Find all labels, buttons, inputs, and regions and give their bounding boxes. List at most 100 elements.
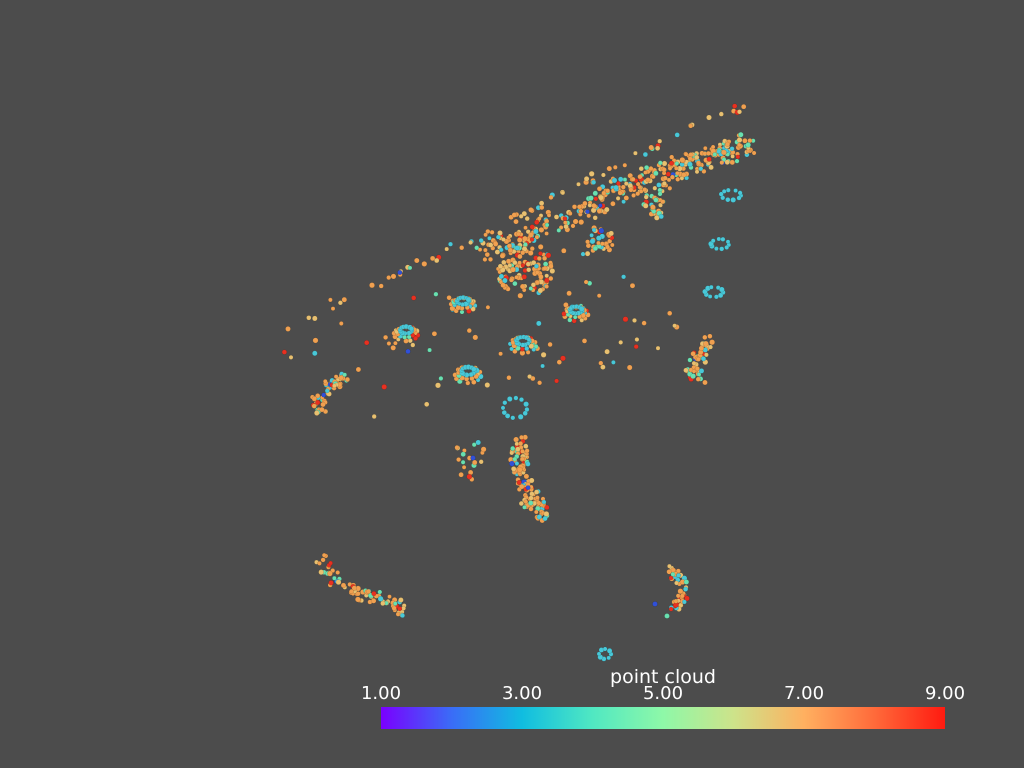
cloud-point [658, 202, 663, 208]
cloud-point [459, 245, 465, 251]
cloud-point [717, 292, 724, 299]
cloud-point [317, 561, 322, 566]
cloud-point [650, 204, 656, 211]
cloud-point [596, 651, 602, 657]
cloud-point [713, 294, 719, 300]
cloud-point [504, 413, 511, 419]
cloud-point [604, 206, 610, 213]
cloud-point [460, 451, 466, 457]
cloud-point [536, 500, 542, 506]
cloud-point [638, 189, 644, 194]
cloud-point [528, 286, 534, 291]
cloud-point [509, 346, 514, 352]
cloud-point [454, 445, 460, 450]
cloud-point [578, 208, 584, 214]
cloud-point [444, 246, 449, 252]
cloud-point [312, 350, 318, 357]
cloud-point [747, 138, 753, 144]
cloud-point [571, 204, 578, 210]
cloud-point [631, 193, 636, 198]
cloud-point [708, 344, 713, 350]
cloud-point [311, 396, 318, 402]
cloud-point [540, 363, 545, 369]
cloud-point [610, 242, 615, 248]
cloud-point [321, 392, 327, 398]
scalar-bar-tick-label: 1.00 [360, 683, 402, 704]
cloud-point [683, 367, 689, 373]
cloud-point [514, 275, 519, 280]
cloud-point [531, 347, 537, 352]
cloud-point [703, 340, 709, 347]
cloud-point [383, 334, 389, 340]
cloud-point [522, 410, 528, 416]
cloud-point [507, 396, 513, 402]
cloud-point [656, 182, 662, 188]
cloud-point [592, 215, 598, 221]
cloud-point [588, 195, 594, 201]
cloud-point [285, 326, 291, 332]
cloud-point [657, 138, 663, 144]
cloud-point [666, 569, 672, 575]
cloud-point [378, 283, 384, 289]
cloud-point [623, 195, 630, 201]
cloud-point [497, 230, 503, 236]
cloud-point [730, 197, 737, 203]
cloud-point [355, 591, 361, 597]
cloud-point [735, 154, 741, 160]
cloud-point [592, 190, 599, 197]
cloud-point [483, 247, 488, 253]
cloud-point [485, 305, 491, 310]
cloud-point [499, 267, 506, 273]
cloud-point [585, 209, 590, 214]
cloud-point [520, 250, 526, 256]
cloud-point [531, 260, 537, 266]
cloud-point [514, 461, 520, 466]
cloud-point [667, 310, 673, 316]
cloud-point [698, 345, 705, 352]
cloud-point [612, 164, 618, 170]
scalar-bar-tick-label: 7.00 [783, 683, 825, 704]
cloud-point [553, 214, 560, 220]
cloud-point [652, 601, 658, 607]
cloud-point [683, 586, 689, 592]
cloud-point [328, 297, 333, 303]
cloud-point [657, 160, 663, 166]
cloud-point [579, 317, 585, 323]
cloud-point [397, 606, 403, 612]
cloud-point [544, 284, 549, 289]
cloud-point [736, 195, 742, 201]
cloud-point [506, 243, 513, 249]
cloud-point [690, 373, 696, 379]
cloud-point [510, 415, 516, 421]
cloud-point [528, 495, 534, 501]
cloud-point [478, 238, 484, 243]
cloud-point [633, 150, 638, 156]
cloud-point [544, 504, 550, 510]
cloud-point [667, 563, 672, 569]
cloud-point [586, 213, 592, 219]
cloud-point [527, 374, 532, 379]
cloud-point [516, 237, 523, 243]
cloud-point [691, 369, 697, 374]
cloud-point [538, 200, 545, 206]
cloud-point [548, 263, 554, 270]
cloud-point [544, 273, 550, 279]
cloud-point [500, 282, 506, 288]
cloud-point [456, 457, 462, 463]
cloud-point [670, 571, 676, 577]
cloud-point [333, 374, 339, 379]
cloud-point [508, 277, 514, 283]
cloud-point [621, 199, 626, 204]
cloud-point [561, 248, 567, 254]
cloud-point [611, 360, 616, 365]
cloud-point [315, 393, 321, 399]
cloud-point [704, 352, 709, 358]
cloud-point [518, 441, 524, 447]
cloud-point [706, 114, 712, 121]
cloud-point [320, 401, 326, 408]
cloud-point [653, 197, 659, 203]
cloud-point [341, 296, 348, 303]
cloud-point [535, 495, 540, 500]
cloud-point [617, 190, 623, 196]
